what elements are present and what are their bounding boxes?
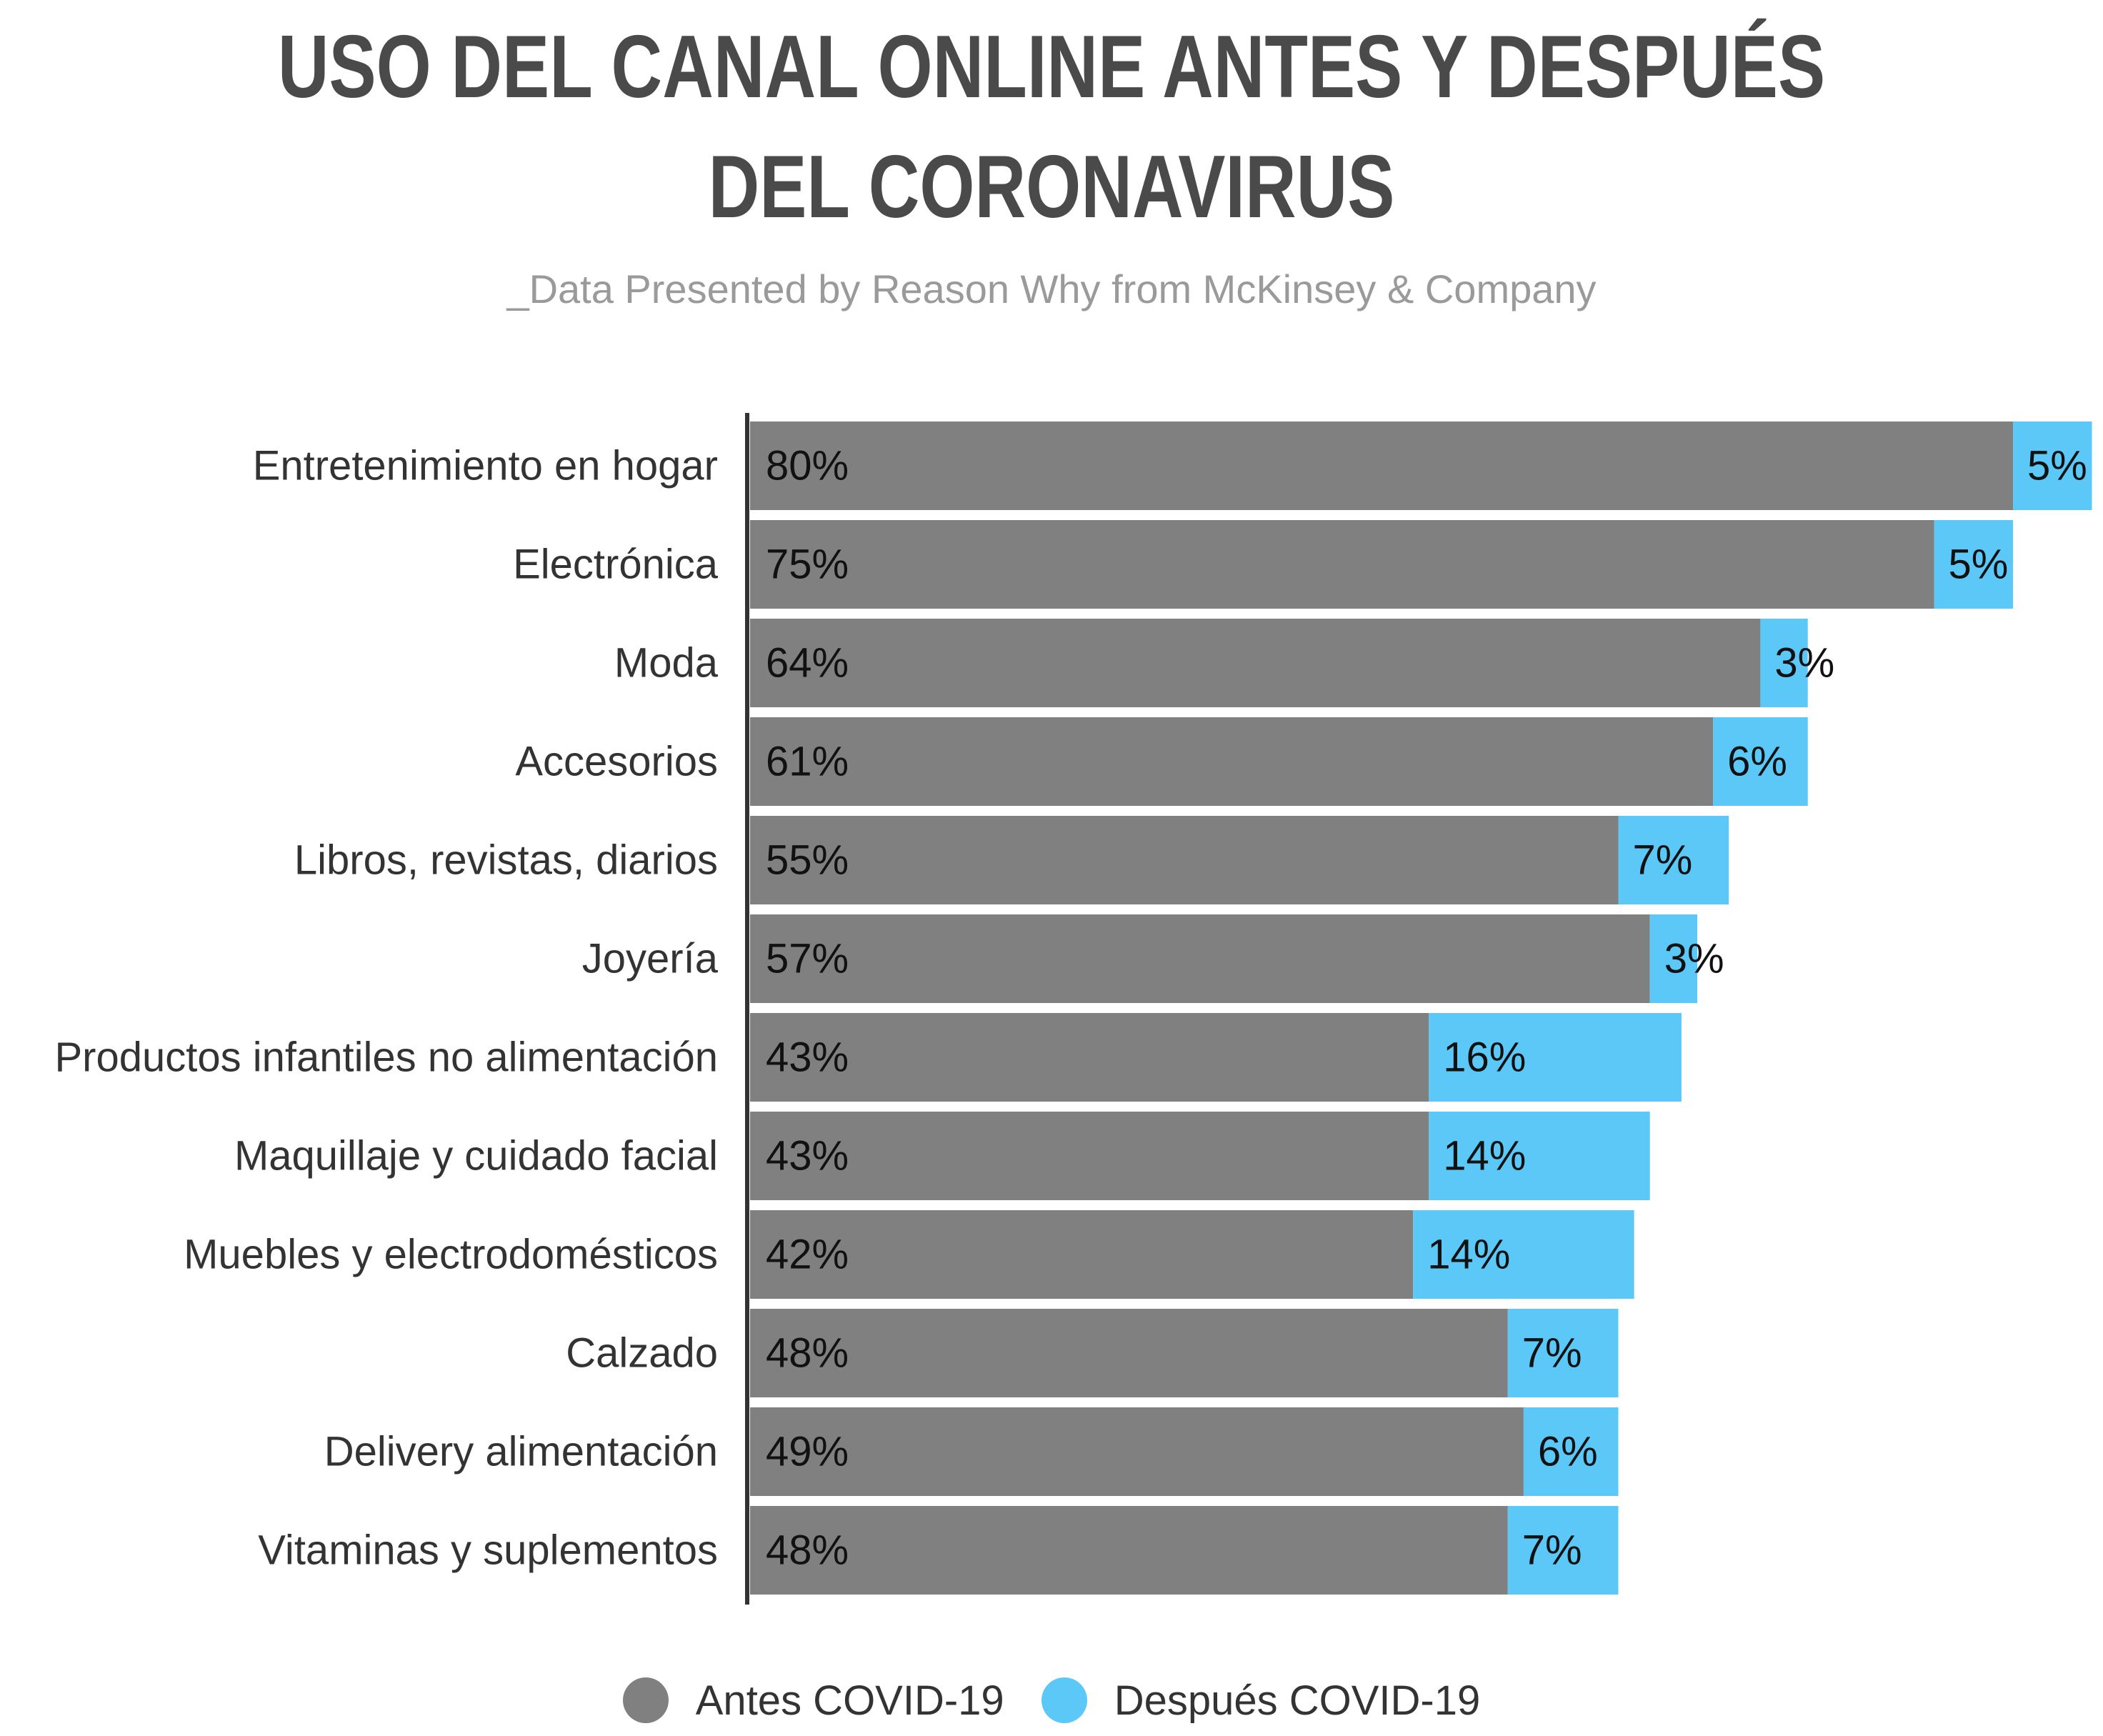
legend-label-despues: Después COVID-19 [1114, 1677, 1481, 1724]
legend-label-antes: Antes COVID-19 [695, 1677, 1004, 1724]
bar-antes [750, 619, 1761, 707]
data-label-despues: 7% [1522, 1527, 1582, 1574]
bar-despues [1523, 1407, 1619, 1496]
bar-antes [750, 816, 1619, 904]
bar-despues [1429, 1112, 1650, 1200]
bar-chart: Entretenimiento en hogar 80% 5% Electrónica… [54, 413, 2092, 1605]
data-label-antes: 42% [766, 1232, 849, 1278]
category-label: Delivery alimentación [324, 1429, 718, 1475]
bar-antes [750, 914, 1650, 1003]
bar-despues [1413, 1210, 1634, 1299]
data-label-despues: 5% [1949, 542, 2009, 588]
bar-antes [750, 1013, 1429, 1102]
bar-despues [1760, 619, 1808, 707]
data-label-despues: 7% [1633, 837, 1693, 884]
category-label: Vitaminas y suplementos [258, 1527, 718, 1574]
bar-despues [1507, 1309, 1619, 1397]
data-label-antes: 43% [766, 1133, 849, 1179]
data-label-despues: 6% [1727, 739, 1787, 785]
category-label: Muebles y electrodomésticos [184, 1232, 718, 1278]
chart-title: USO DEL CANAL ONLINE ANTES Y DESPUÉS DEL… [277, 18, 1826, 236]
data-label-antes: 57% [766, 936, 849, 982]
category-label: Electrónica [513, 542, 719, 588]
data-label-antes: 48% [766, 1527, 849, 1574]
data-label-antes: 75% [766, 542, 849, 588]
chart-subtitle: _Data Presented by Reason Why from McKin… [506, 266, 1597, 311]
category-label: Calzado [566, 1330, 718, 1377]
bar-despues [1507, 1506, 1619, 1595]
legend: Antes COVID-19 Después COVID-19 [0, 1665, 2103, 1736]
bar-antes [750, 421, 2013, 510]
bar-antes [750, 717, 1714, 806]
bar-despues [1429, 1013, 1682, 1102]
legend-swatch-despues [1041, 1677, 1087, 1723]
bar-despues [1618, 816, 1729, 904]
bar-antes [750, 1407, 1524, 1496]
data-label-despues: 7% [1522, 1330, 1582, 1377]
data-label-despues: 6% [1538, 1429, 1598, 1475]
bar-antes [750, 520, 1934, 609]
category-label: Libros, revistas, diarios [294, 837, 718, 884]
data-label-antes: 64% [766, 640, 849, 687]
bar-despues [1649, 914, 1697, 1003]
data-label-antes: 80% [766, 443, 849, 489]
category-label: Entretenimiento en hogar [253, 443, 718, 489]
bar-despues [1934, 520, 2013, 609]
bar-despues [2013, 421, 2092, 510]
bar-despues [1713, 717, 1808, 806]
category-label: Productos infantiles no alimentación [54, 1034, 718, 1081]
legend-item-antes: Antes COVID-19 [622, 1677, 1004, 1725]
bar-antes [750, 1112, 1429, 1200]
bar-antes [750, 1309, 1508, 1397]
data-label-despues: 14% [1427, 1232, 1510, 1278]
data-label-despues: 14% [1443, 1133, 1526, 1179]
data-label-antes: 48% [766, 1330, 849, 1377]
category-label: Moda [614, 640, 719, 687]
category-label: Accesorios [515, 739, 718, 785]
bar-antes [750, 1506, 1508, 1595]
data-label-antes: 43% [766, 1034, 849, 1081]
legend-item-despues: Después COVID-19 [1041, 1677, 1481, 1725]
data-label-antes: 55% [766, 837, 849, 884]
bar-antes [750, 1210, 1414, 1299]
data-label-despues: 5% [2027, 443, 2087, 489]
data-label-antes: 49% [766, 1429, 849, 1475]
data-label-despues: 16% [1443, 1034, 1526, 1081]
data-label-antes: 61% [766, 739, 849, 785]
legend-swatch-antes [622, 1677, 669, 1723]
category-label: Joyería [582, 936, 719, 982]
data-label-despues: 3% [1664, 936, 1724, 982]
data-label-despues: 3% [1774, 640, 1834, 687]
category-label: Maquillaje y cuidado facial [234, 1133, 718, 1179]
